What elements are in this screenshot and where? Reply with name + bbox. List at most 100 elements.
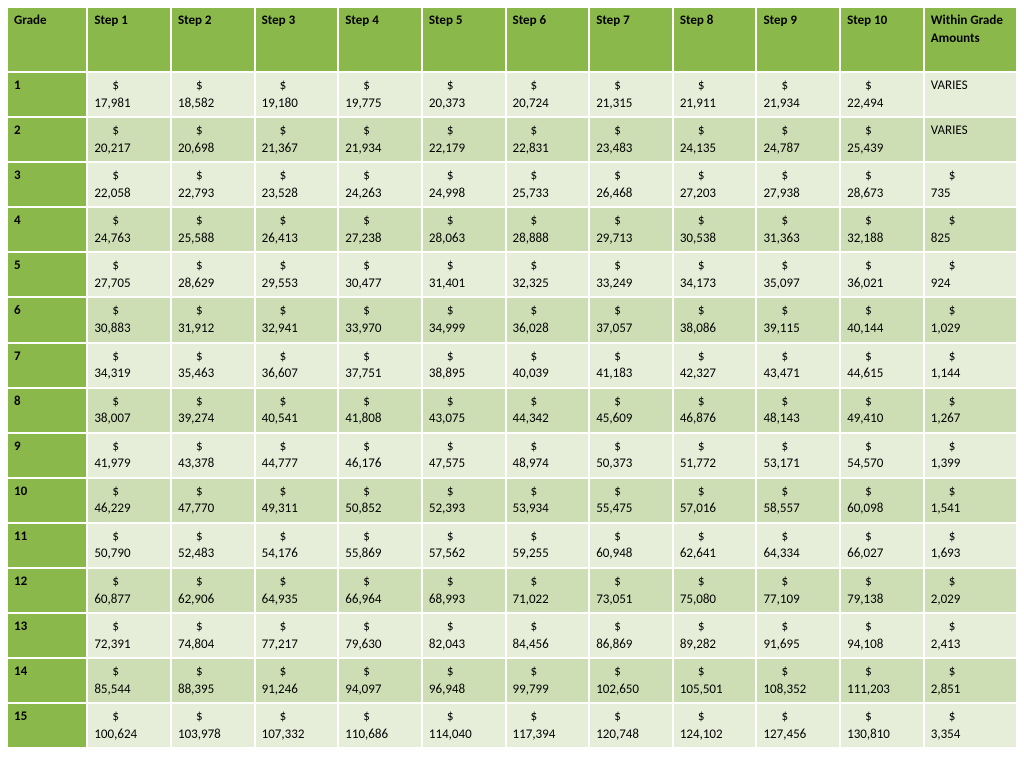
step-cell: $19,180 (255, 72, 339, 117)
grade-cell: 3 (8, 162, 87, 207)
col-step-10: Step 10 (840, 8, 924, 72)
step-cell: $30,883 (87, 297, 171, 342)
step-cell: $105,501 (673, 658, 757, 703)
step-cell: $39,115 (756, 297, 840, 342)
table-row: 1$17,981$18,582$19,180$19,775$20,373$20,… (8, 72, 1016, 117)
step-cell: $21,315 (589, 72, 673, 117)
within-cell: $1,144 (924, 343, 1016, 388)
step-cell: $44,342 (506, 388, 590, 433)
step-cell: $127,456 (756, 703, 840, 747)
within-cell: $1,541 (924, 478, 1016, 523)
step-cell: $24,998 (422, 162, 506, 207)
col-grade: Grade (8, 8, 87, 72)
step-cell: $18,582 (171, 72, 255, 117)
step-cell: $111,203 (840, 658, 924, 703)
step-cell: $21,367 (255, 117, 339, 162)
step-cell: $108,352 (756, 658, 840, 703)
step-cell: $26,468 (589, 162, 673, 207)
step-cell: $58,557 (756, 478, 840, 523)
table-row: 5$27,705$28,629$29,553$30,477$31,401$32,… (8, 252, 1016, 297)
step-cell: $27,203 (673, 162, 757, 207)
step-cell: $79,138 (840, 568, 924, 613)
step-cell: $64,935 (255, 568, 339, 613)
table-row: 9$41,979$43,378$44,777$46,176$47,575$48,… (8, 433, 1016, 478)
step-cell: $32,941 (255, 297, 339, 342)
step-cell: $120,748 (589, 703, 673, 747)
step-cell: $82,043 (422, 613, 506, 658)
step-cell: $21,934 (756, 72, 840, 117)
grade-cell: 15 (8, 703, 87, 747)
step-cell: $31,401 (422, 252, 506, 297)
within-cell: $2,029 (924, 568, 1016, 613)
step-cell: $44,615 (840, 343, 924, 388)
step-cell: $55,475 (589, 478, 673, 523)
step-cell: $25,588 (171, 207, 255, 252)
within-cell: $735 (924, 162, 1016, 207)
step-cell: $37,057 (589, 297, 673, 342)
col-step-3: Step 3 (255, 8, 339, 72)
step-cell: $31,363 (756, 207, 840, 252)
grade-cell: 4 (8, 207, 87, 252)
step-cell: $36,028 (506, 297, 590, 342)
step-cell: $41,183 (589, 343, 673, 388)
within-cell: $825 (924, 207, 1016, 252)
step-cell: $30,538 (673, 207, 757, 252)
step-cell: $43,378 (171, 433, 255, 478)
grade-cell: 10 (8, 478, 87, 523)
step-cell: $103,978 (171, 703, 255, 747)
step-cell: $36,021 (840, 252, 924, 297)
step-cell: $40,541 (255, 388, 339, 433)
col-step-9: Step 9 (756, 8, 840, 72)
step-cell: $91,695 (756, 613, 840, 658)
step-cell: $35,097 (756, 252, 840, 297)
step-cell: $46,176 (338, 433, 422, 478)
step-cell: $91,246 (255, 658, 339, 703)
step-cell: $19,775 (338, 72, 422, 117)
step-cell: $27,938 (756, 162, 840, 207)
step-cell: $20,373 (422, 72, 506, 117)
within-cell: $924 (924, 252, 1016, 297)
table-body: 1$17,981$18,582$19,180$19,775$20,373$20,… (8, 72, 1016, 747)
step-cell: $100,624 (87, 703, 171, 747)
step-cell: $124,102 (673, 703, 757, 747)
step-cell: $66,964 (338, 568, 422, 613)
grade-cell: 5 (8, 252, 87, 297)
within-cell: $2,851 (924, 658, 1016, 703)
step-cell: $60,877 (87, 568, 171, 613)
step-cell: $40,039 (506, 343, 590, 388)
step-cell: $88,395 (171, 658, 255, 703)
step-cell: $24,787 (756, 117, 840, 162)
step-cell: $60,098 (840, 478, 924, 523)
col-step-7: Step 7 (589, 8, 673, 72)
pay-scale-table: Grade Step 1 Step 2 Step 3 Step 4 Step 5… (8, 8, 1016, 747)
step-cell: $28,629 (171, 252, 255, 297)
table-row: 13$72,391$74,804$77,217$79,630$82,043$84… (8, 613, 1016, 658)
step-cell: $48,974 (506, 433, 590, 478)
step-cell: $29,553 (255, 252, 339, 297)
step-cell: $94,108 (840, 613, 924, 658)
step-cell: $30,477 (338, 252, 422, 297)
step-cell: $47,770 (171, 478, 255, 523)
step-cell: $43,075 (422, 388, 506, 433)
col-step-8: Step 8 (673, 8, 757, 72)
step-cell: $38,086 (673, 297, 757, 342)
step-cell: $34,173 (673, 252, 757, 297)
grade-cell: 8 (8, 388, 87, 433)
step-cell: $38,007 (87, 388, 171, 433)
step-cell: $85,544 (87, 658, 171, 703)
table-row: 2$20,217$20,698$21,367$21,934$22,179$22,… (8, 117, 1016, 162)
step-cell: $54,570 (840, 433, 924, 478)
step-cell: $52,393 (422, 478, 506, 523)
step-cell: $59,255 (506, 523, 590, 568)
step-cell: $54,176 (255, 523, 339, 568)
step-cell: $17,981 (87, 72, 171, 117)
step-cell: $38,895 (422, 343, 506, 388)
within-cell: $1,267 (924, 388, 1016, 433)
grade-cell: 12 (8, 568, 87, 613)
step-cell: $20,698 (171, 117, 255, 162)
step-cell: $62,641 (673, 523, 757, 568)
step-cell: $64,334 (756, 523, 840, 568)
step-cell: $49,311 (255, 478, 339, 523)
step-cell: $35,463 (171, 343, 255, 388)
step-cell: $86,869 (589, 613, 673, 658)
